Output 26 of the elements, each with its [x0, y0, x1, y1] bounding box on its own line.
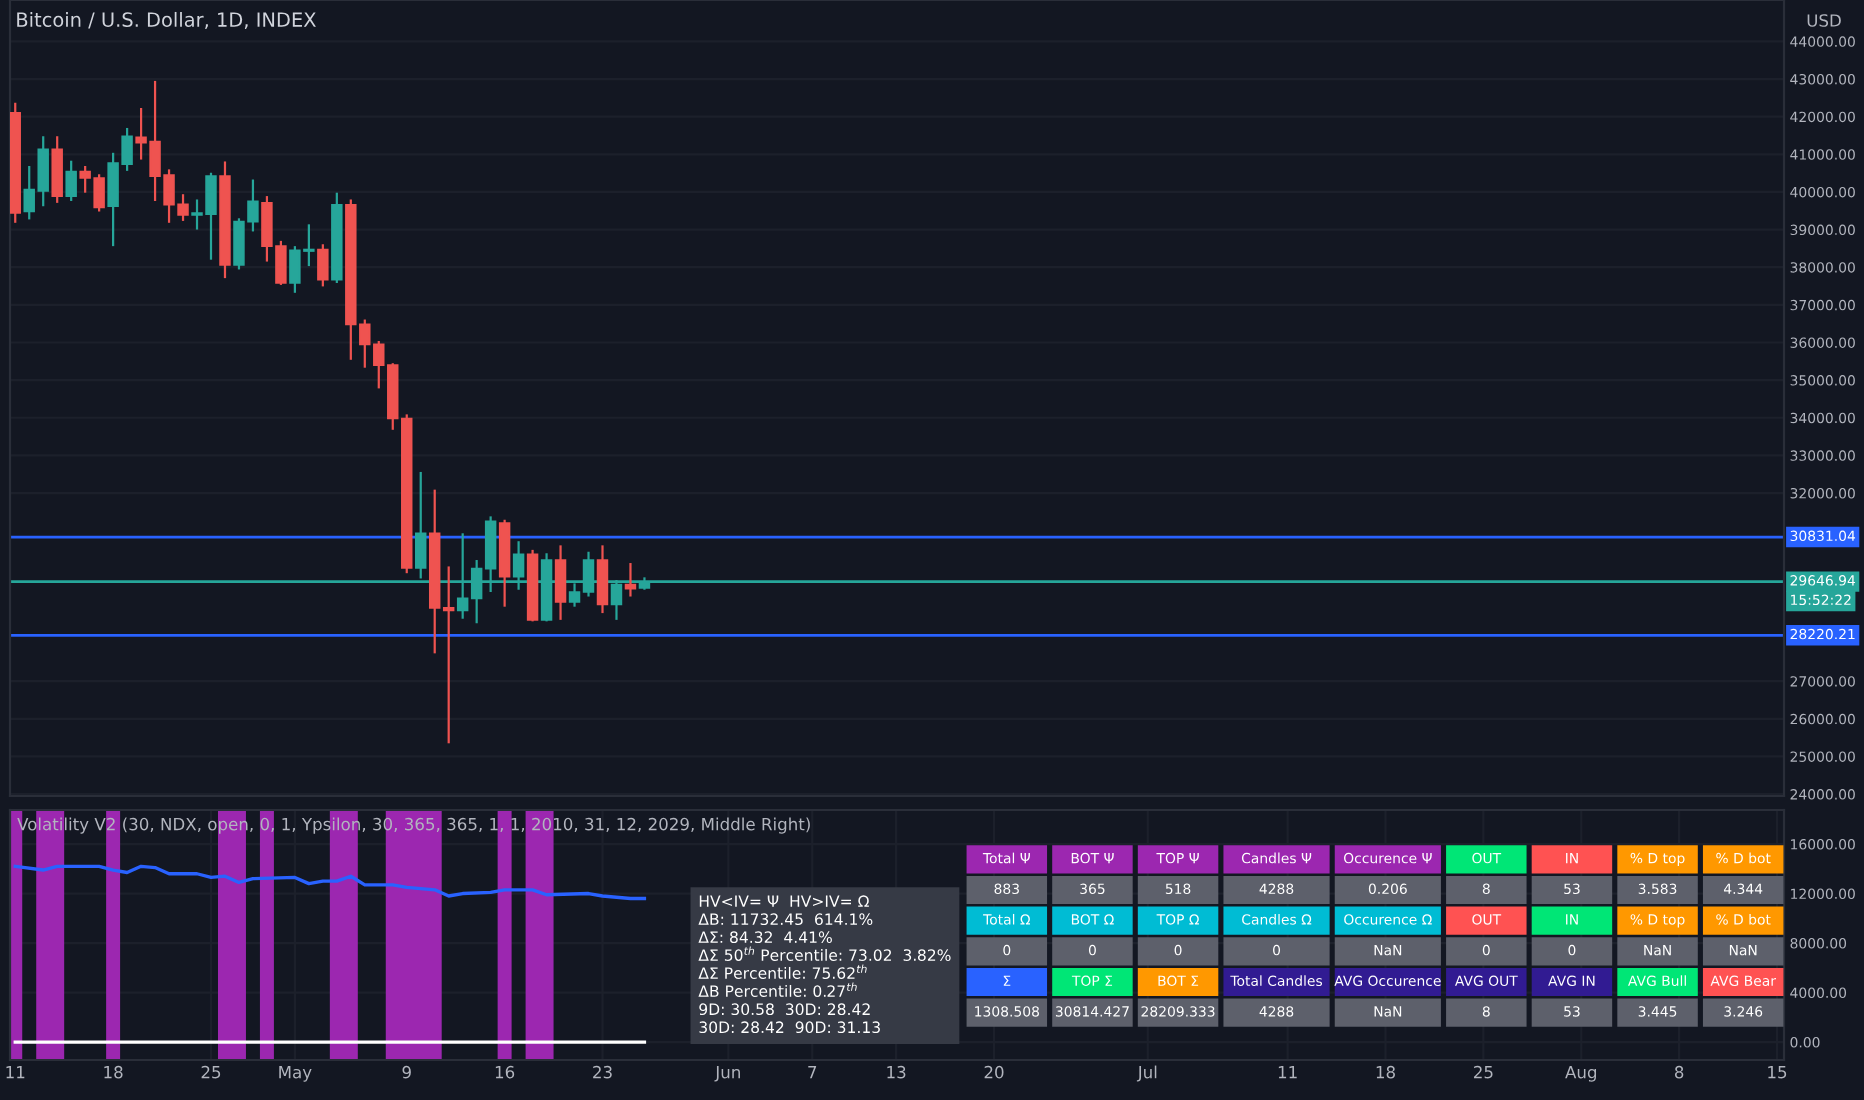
x-tick-label: Jul	[1136, 1065, 1157, 1082]
x-tick-label: 15	[1768, 1066, 1787, 1079]
x-tick-label: 25	[201, 1065, 221, 1079]
y-axis-title: USD	[1807, 14, 1841, 27]
x-tick-label: 18	[1376, 1065, 1395, 1079]
x-tick-label: Aug	[1565, 1066, 1597, 1082]
x-tick-label: 23	[593, 1065, 612, 1079]
candlestick	[51, 135, 63, 204]
candlestick	[596, 544, 609, 615]
text: Bitcoin / U.S. Dollar, 1D, INDEX	[17, 11, 316, 29]
x-tick-label: 18	[104, 1065, 123, 1079]
line-series	[13, 864, 647, 901]
x-tick-label: 11	[1278, 1066, 1297, 1079]
x-tick-label: 20	[984, 1065, 1004, 1079]
candlestick	[65, 159, 77, 203]
x-tick-label: 25	[1474, 1065, 1493, 1079]
x-tick-label: 16	[495, 1065, 515, 1079]
x-tick-label: May	[279, 1066, 312, 1082]
x-tick-label: 9	[402, 1065, 411, 1079]
x-tick-label: Jun	[714, 1066, 740, 1082]
x-tick-label: 8	[1674, 1065, 1684, 1079]
x-tick-label: 11	[6, 1066, 25, 1079]
candlestick	[317, 243, 329, 288]
candlestick	[554, 544, 567, 621]
x-tick-label: 7	[808, 1066, 817, 1079]
x-tick-label: 13	[887, 1065, 906, 1079]
